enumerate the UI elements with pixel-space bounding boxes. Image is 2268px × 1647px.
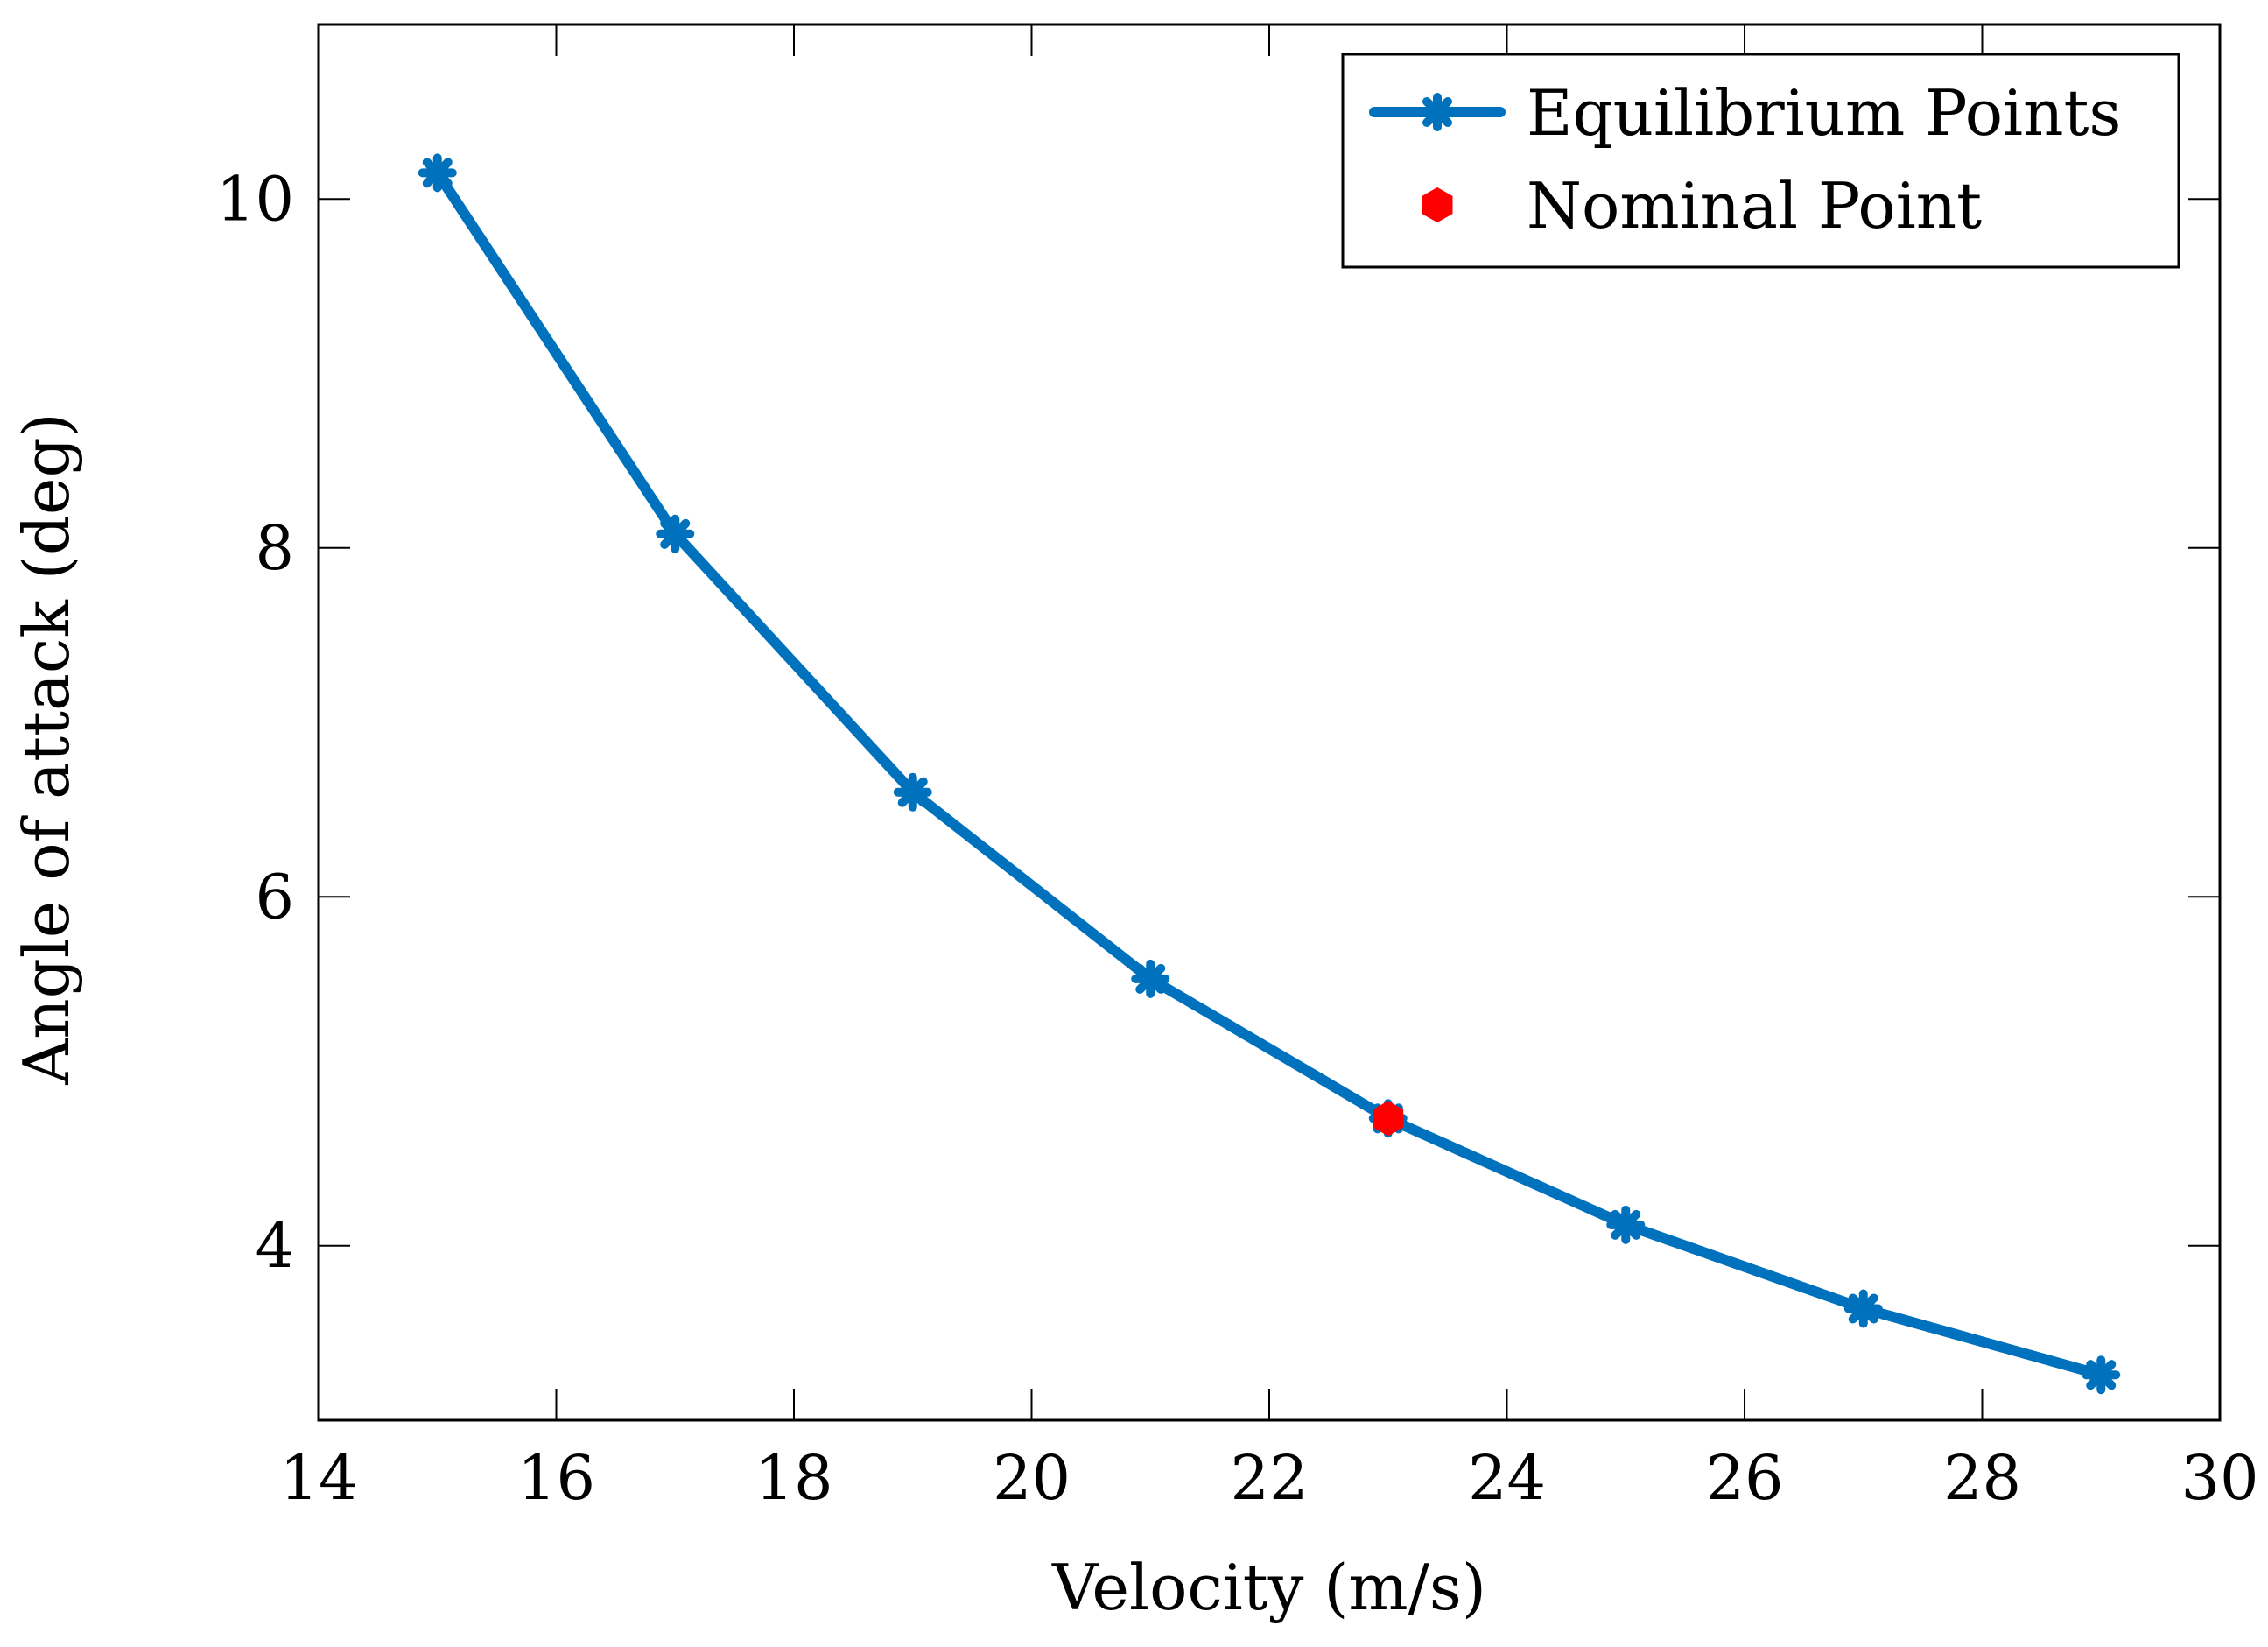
legend-marker-equilibrium-glyph: [1418, 93, 1457, 131]
x-tick-label-28: 28: [1943, 1442, 2021, 1514]
point-equilibrium-15: [418, 153, 457, 193]
x-tick-label-20: 20: [993, 1442, 1071, 1514]
y-tick-label-8: 8: [255, 512, 294, 584]
legend-label-equilibrium: Equilibrium Points: [1527, 76, 2121, 150]
x-tick-label-18: 18: [755, 1442, 832, 1514]
x-tick-label-14: 14: [279, 1442, 357, 1514]
y-axis-label: Angle of attack (deg): [10, 412, 83, 1085]
series-line-equilibrium-points: [432, 167, 2107, 1381]
x-tick-label-22: 22: [1230, 1442, 1308, 1514]
series-layer: [418, 153, 2121, 1395]
point-equilibrium-25: [1606, 1205, 1646, 1244]
x-tick-label-30: 30: [2180, 1442, 2258, 1514]
legend-marker-nominal-glyph: [1422, 187, 1453, 223]
point-equilibrium-27: [1843, 1289, 1883, 1328]
tick-label-layer: 14 16 18 20 22 24 26 28 30 4 6 8 10: [216, 163, 2259, 1514]
legend-label-nominal: Nominal Point: [1527, 169, 1982, 243]
point-equilibrium-17: [656, 514, 695, 553]
x-tick-label-16: 16: [517, 1442, 595, 1514]
legend-marker-nominal: [1422, 187, 1453, 223]
legend: Equilibrium Points Nominal Point: [1341, 53, 2180, 269]
point-nominal-23: [1373, 1101, 1404, 1137]
x-axis-label: Velocity (m/s): [1051, 1551, 1486, 1624]
legend-marker-equilibrium: [1418, 93, 1457, 131]
y-tick-label-6: 6: [255, 861, 294, 933]
y-tick-label-4: 4: [255, 1210, 294, 1282]
y-tick-label-10: 10: [216, 163, 294, 235]
point-equilibrium-29: [2082, 1355, 2121, 1395]
plot-frame: [317, 23, 2222, 1422]
legend-box: [1341, 53, 2180, 269]
x-tick-label-24: 24: [1468, 1442, 1546, 1514]
point-equilibrium-19: [893, 772, 932, 812]
x-tick-label-26: 26: [1705, 1442, 1783, 1514]
point-equilibrium-21: [1131, 959, 1170, 998]
